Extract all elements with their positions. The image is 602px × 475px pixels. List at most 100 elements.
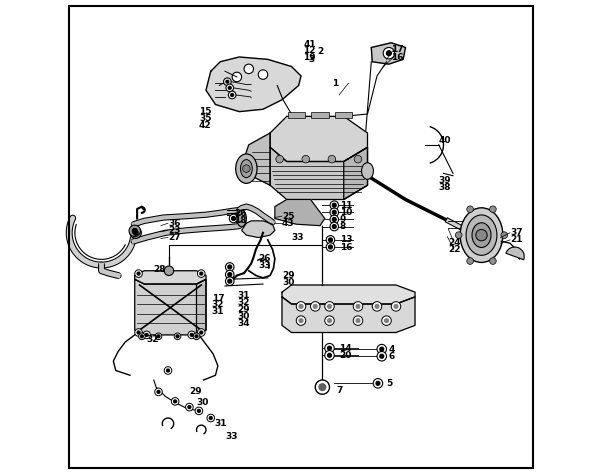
Circle shape xyxy=(226,80,229,83)
Text: 42: 42 xyxy=(199,122,211,130)
Circle shape xyxy=(200,272,203,275)
Circle shape xyxy=(330,208,338,217)
Circle shape xyxy=(332,210,336,214)
Circle shape xyxy=(356,304,360,308)
Circle shape xyxy=(176,335,179,338)
Circle shape xyxy=(197,270,205,277)
Circle shape xyxy=(380,354,383,358)
Circle shape xyxy=(228,273,232,276)
Text: 22: 22 xyxy=(448,245,461,254)
Circle shape xyxy=(197,409,200,412)
Circle shape xyxy=(327,319,331,323)
Circle shape xyxy=(356,319,360,323)
Circle shape xyxy=(330,222,338,231)
Circle shape xyxy=(354,155,362,163)
Text: 34: 34 xyxy=(237,320,250,328)
Text: 10: 10 xyxy=(340,208,352,217)
Circle shape xyxy=(188,406,191,408)
Ellipse shape xyxy=(237,210,246,227)
Circle shape xyxy=(138,333,145,340)
Circle shape xyxy=(373,379,383,388)
Wedge shape xyxy=(506,247,524,260)
Ellipse shape xyxy=(240,160,252,178)
Circle shape xyxy=(326,243,335,251)
Circle shape xyxy=(326,236,335,244)
Circle shape xyxy=(132,228,137,233)
Text: 7: 7 xyxy=(337,386,343,395)
Ellipse shape xyxy=(460,208,503,262)
Polygon shape xyxy=(282,297,415,332)
Text: 29: 29 xyxy=(237,305,250,314)
Circle shape xyxy=(174,333,181,340)
Circle shape xyxy=(455,232,462,238)
Circle shape xyxy=(296,302,306,311)
Circle shape xyxy=(353,316,363,325)
Circle shape xyxy=(467,258,473,265)
Polygon shape xyxy=(371,43,406,64)
Circle shape xyxy=(476,229,487,241)
Text: 33: 33 xyxy=(225,432,238,440)
Circle shape xyxy=(314,304,317,308)
Circle shape xyxy=(324,316,334,325)
Text: 29: 29 xyxy=(190,388,202,396)
Text: 2: 2 xyxy=(318,47,324,56)
Circle shape xyxy=(193,333,200,340)
Circle shape xyxy=(229,214,238,223)
Circle shape xyxy=(324,351,334,360)
Circle shape xyxy=(164,266,174,275)
Circle shape xyxy=(135,270,142,277)
Text: 35: 35 xyxy=(199,114,211,123)
Text: 31: 31 xyxy=(237,291,250,300)
Circle shape xyxy=(157,390,160,393)
Text: 23: 23 xyxy=(168,226,181,235)
Circle shape xyxy=(324,302,334,311)
Polygon shape xyxy=(344,147,367,200)
Circle shape xyxy=(330,215,338,224)
Circle shape xyxy=(385,319,388,323)
Circle shape xyxy=(140,335,143,338)
Text: 31: 31 xyxy=(212,307,224,316)
Text: 30: 30 xyxy=(282,278,294,287)
Circle shape xyxy=(327,353,331,357)
Text: 32: 32 xyxy=(237,298,250,307)
Text: 31: 31 xyxy=(214,419,227,428)
Text: 17: 17 xyxy=(212,294,225,303)
Text: 8: 8 xyxy=(340,222,346,231)
Text: 24: 24 xyxy=(448,238,461,247)
Circle shape xyxy=(167,369,169,372)
Circle shape xyxy=(157,335,160,338)
Text: 36: 36 xyxy=(168,219,181,228)
Text: 5: 5 xyxy=(386,379,393,388)
Circle shape xyxy=(394,304,398,308)
Circle shape xyxy=(232,217,235,220)
Circle shape xyxy=(226,263,234,271)
Text: 17: 17 xyxy=(391,46,404,54)
Circle shape xyxy=(377,344,386,354)
Circle shape xyxy=(258,70,268,79)
Text: 32: 32 xyxy=(147,335,159,344)
Text: 33: 33 xyxy=(291,233,304,242)
Circle shape xyxy=(311,302,320,311)
Circle shape xyxy=(489,206,496,212)
Circle shape xyxy=(195,407,203,415)
Ellipse shape xyxy=(466,215,497,256)
Circle shape xyxy=(172,398,179,405)
Circle shape xyxy=(195,335,198,338)
Text: 33: 33 xyxy=(258,262,271,270)
Circle shape xyxy=(231,94,234,96)
Text: 16: 16 xyxy=(340,243,352,251)
Text: 28: 28 xyxy=(153,266,166,274)
Polygon shape xyxy=(275,200,324,226)
Polygon shape xyxy=(206,57,301,112)
Circle shape xyxy=(302,155,309,163)
Text: 29: 29 xyxy=(282,271,294,280)
Circle shape xyxy=(327,304,331,308)
Polygon shape xyxy=(243,133,270,185)
Circle shape xyxy=(375,304,379,308)
Circle shape xyxy=(328,155,336,163)
Circle shape xyxy=(324,343,334,353)
Circle shape xyxy=(380,347,383,351)
Polygon shape xyxy=(135,271,206,284)
Polygon shape xyxy=(196,279,206,335)
Circle shape xyxy=(228,91,236,99)
